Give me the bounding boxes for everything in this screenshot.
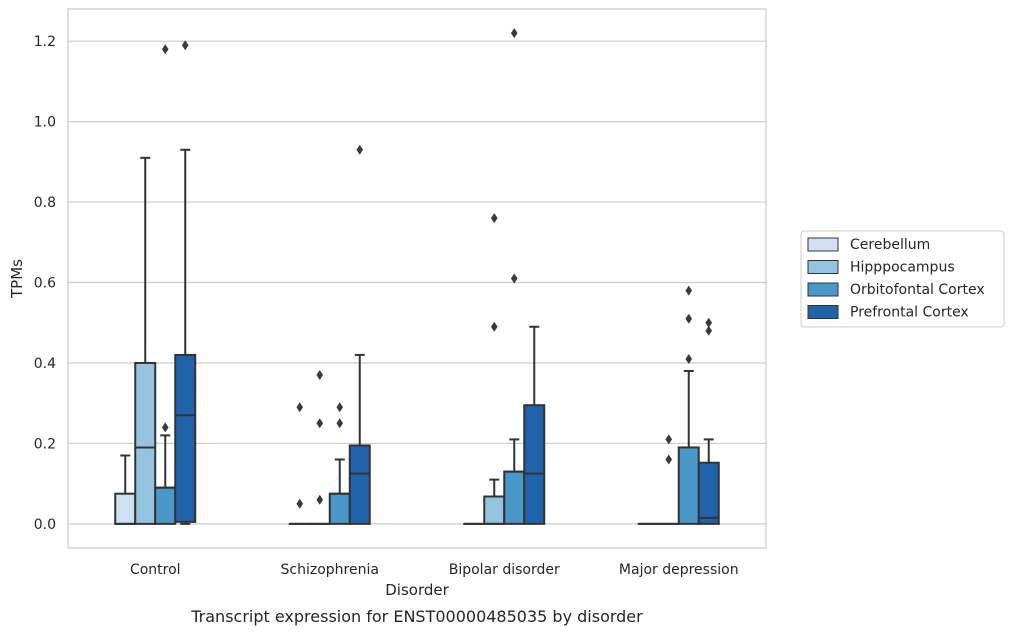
x-axis-ticks: Control Schizophrenia Bipolar disorder Majo…: [130, 562, 739, 578]
outlier-point: [490, 213, 498, 224]
chart-caption: Transcript expression for ENST0000048503…: [190, 607, 643, 626]
box-group: [677, 285, 700, 525]
legend-entry-label: Cerebellum: [850, 237, 930, 253]
legend-entry-label: Hipppocampus: [850, 260, 955, 276]
y-tick-label: 0.0: [34, 517, 56, 533]
outlier-point: [296, 402, 304, 413]
box-iqr: [154, 486, 177, 525]
box-group: [483, 213, 506, 525]
outlier-point: [705, 325, 713, 336]
box-iqr: [174, 353, 197, 523]
box-iqr: [483, 495, 506, 525]
y-tick-label: 1.0: [34, 115, 56, 131]
outlier-point: [685, 285, 693, 296]
plot-area-frame: [67, 8, 767, 549]
outlier-point: [356, 144, 364, 155]
y-tick-label: 0.8: [34, 195, 56, 211]
outlier-point: [665, 434, 673, 445]
legend-swatch: [807, 260, 839, 274]
y-tick-label: 1.2: [34, 34, 56, 50]
box-iqr: [134, 361, 157, 525]
x-axis-label: Disorder: [385, 581, 449, 599]
legend-entry-label: Orbitofontal Cortex: [850, 282, 985, 298]
y-tick-label: 0.2: [34, 436, 56, 452]
box-iqr: [503, 470, 526, 525]
box-iqr: [114, 492, 137, 525]
y-axis-label: TPMs: [8, 259, 26, 299]
box-iqr: [328, 492, 351, 525]
box-group: [503, 28, 526, 525]
outlier-point: [316, 494, 324, 505]
outlier-point: [336, 402, 344, 413]
x-tick-label: Major depression: [619, 562, 739, 578]
x-tick-label: Control: [130, 562, 181, 578]
x-tick-label: Bipolar disorder: [449, 562, 560, 578]
box-iqr: [523, 404, 546, 525]
y-axis-ticks: 0.0 0.2 0.4 0.6 0.8 1.0 1.2: [34, 34, 56, 533]
outlier-point: [705, 317, 713, 328]
legend-entry-label: Prefrontal Cortex: [850, 305, 969, 321]
legend: Cerebellum Hipppocampus Orbitofontal Corte…: [800, 230, 1005, 328]
outlier-point: [336, 418, 344, 429]
box-group: [308, 370, 331, 525]
box-iqr: [697, 461, 720, 525]
legend-swatch: [807, 237, 839, 252]
box-group: [523, 325, 546, 525]
x-tick-label: Schizophrenia: [281, 562, 379, 578]
y-tick-label: 0.6: [34, 276, 56, 292]
box-group: [328, 402, 351, 525]
outlier-point: [316, 370, 324, 381]
outlier-point: [510, 273, 518, 284]
outlier-point: [296, 498, 304, 509]
box-group: [174, 40, 197, 525]
box-iqr: [348, 444, 371, 525]
legend-swatch: [807, 282, 839, 297]
box-iqr: [677, 446, 700, 525]
box-group: [657, 434, 680, 525]
box-group: [134, 156, 157, 525]
outlier-point: [161, 422, 169, 433]
box-group: [348, 144, 371, 525]
outlier-point: [161, 44, 169, 55]
outlier-point: [510, 28, 518, 39]
box-group: [697, 317, 720, 525]
box-group: [114, 454, 137, 525]
outlier-point: [316, 418, 324, 429]
outlier-point: [181, 40, 189, 51]
legend-swatch: [807, 305, 839, 319]
outlier-point: [685, 353, 693, 364]
legend-frame: [800, 230, 1005, 328]
y-tick-label: 0.4: [34, 356, 56, 372]
outlier-point: [665, 454, 673, 465]
box-plot-series: [114, 28, 720, 525]
grid-lines: [68, 40, 766, 525]
outlier-point: [685, 313, 693, 324]
box-group: [288, 402, 311, 525]
box-group: [154, 44, 177, 525]
outlier-point: [490, 321, 498, 332]
